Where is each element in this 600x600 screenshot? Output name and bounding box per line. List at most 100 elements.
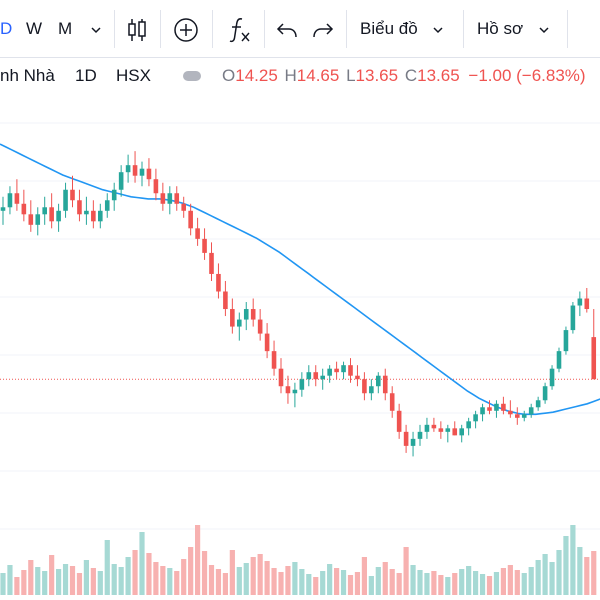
candle-body: [104, 200, 110, 211]
toolbar-divider: [114, 10, 115, 48]
volume-bar: [35, 567, 41, 595]
chart-menu-button[interactable]: Biểu đồ: [360, 0, 444, 57]
volume-bar: [375, 567, 381, 595]
candle-body: [49, 207, 54, 222]
volume-bar: [535, 560, 541, 595]
chart-menu-label: Biểu đồ: [360, 19, 418, 38]
indicators-button[interactable]: [228, 0, 252, 57]
volume-bar: [7, 565, 13, 595]
candle-body: [403, 431, 409, 446]
volume-bar: [591, 551, 597, 595]
candle-body: [195, 228, 200, 239]
volume-bar: [62, 564, 69, 595]
open-value: 14.25: [235, 66, 278, 85]
candle-body: [14, 193, 20, 204]
volume-bar: [21, 570, 27, 595]
profile-menu-label: Hồ sơ: [477, 19, 524, 38]
volume-bar: [368, 576, 374, 595]
volume-bar: [56, 569, 62, 595]
candle-body: [501, 403, 506, 411]
symbol-name[interactable]: nh Nhà: [0, 66, 55, 85]
add-indicator-button[interactable]: [173, 0, 199, 57]
redo-icon: [313, 22, 334, 37]
interval-monthly-button[interactable]: M: [58, 19, 73, 38]
volume-bar: [306, 574, 312, 595]
candle-body: [63, 189, 68, 211]
undo-button[interactable]: [276, 0, 298, 57]
volume-bar: [382, 562, 388, 595]
interval-daily-button[interactable]: D: [0, 19, 13, 38]
candle-body: [278, 368, 284, 387]
volume-bar: [361, 557, 367, 595]
volume-bar: [125, 557, 131, 595]
visibility-toggle-icon[interactable]: [183, 71, 201, 81]
profile-menu-button[interactable]: Hồ sơ: [477, 0, 550, 57]
redo-button[interactable]: [312, 0, 334, 57]
volume-bar: [83, 560, 89, 595]
legend-exchange: HSX: [116, 66, 151, 85]
volume-bar: [347, 575, 354, 595]
candle-body: [42, 207, 47, 215]
price-chart[interactable]: [0, 95, 600, 600]
toolbar-divider: [212, 10, 213, 48]
volume-bar: [466, 566, 472, 595]
volume-bar: [327, 564, 333, 595]
chevron-down-icon: [433, 26, 443, 33]
candle-body: [264, 333, 270, 352]
function-icon: [229, 17, 250, 42]
volume-bar: [313, 577, 319, 595]
candle-body: [424, 424, 430, 432]
close-label: C: [404, 66, 418, 85]
candle-body: [139, 168, 145, 176]
candle-body: [431, 424, 437, 429]
chart-style-button[interactable]: [126, 0, 148, 57]
volume-bar: [195, 525, 201, 595]
volume-bar: [507, 565, 513, 595]
candle-body: [313, 372, 319, 380]
candle-body: [563, 330, 569, 352]
volume-bar: [139, 532, 145, 595]
candle-body: [299, 379, 305, 390]
volume-bar: [160, 566, 166, 595]
volume-bar: [153, 562, 159, 595]
candle-body: [146, 168, 152, 180]
volume-bar: [292, 562, 298, 595]
candle-body: [174, 193, 180, 204]
candle-body: [292, 389, 298, 394]
candle-body: [70, 189, 75, 201]
volume-bar: [257, 554, 263, 595]
volume-bar: [584, 557, 590, 595]
interval-weekly-button[interactable]: W: [26, 19, 43, 38]
candle-body: [473, 414, 478, 422]
candle-body: [508, 410, 513, 415]
candle-body: [341, 365, 346, 373]
volume-bar: [493, 572, 500, 595]
candle-body: [389, 393, 395, 411]
undo-icon: [276, 22, 297, 37]
interval-dropdown[interactable]: [90, 0, 102, 57]
volume-bar: [479, 574, 486, 595]
candle-body: [494, 403, 499, 411]
candle-body: [35, 214, 41, 225]
candle-body: [84, 210, 89, 215]
volume-bar: [104, 540, 110, 595]
volume-bar: [417, 570, 423, 595]
volume-bar: [229, 550, 235, 595]
candle-body: [459, 428, 464, 436]
volume-bar: [410, 565, 416, 595]
volume-bar: [514, 570, 520, 595]
candle-body: [382, 375, 388, 394]
ohlc-values: O14.25 H14.65 L13.65 C13.65 −1.00 (−6.83…: [222, 62, 586, 90]
volume-bar: [146, 553, 152, 595]
candle-body: [306, 372, 312, 380]
candle-body: [7, 193, 13, 208]
candle-body: [591, 337, 597, 380]
candle-body: [167, 193, 173, 204]
volume-bar: [445, 577, 451, 595]
volume-bar: [459, 569, 465, 595]
toolbar-divider: [567, 10, 568, 48]
top-toolbar: D W M: [0, 0, 600, 58]
candle-body: [549, 368, 555, 387]
candle-body: [216, 273, 221, 292]
volume-bar: [278, 572, 284, 595]
